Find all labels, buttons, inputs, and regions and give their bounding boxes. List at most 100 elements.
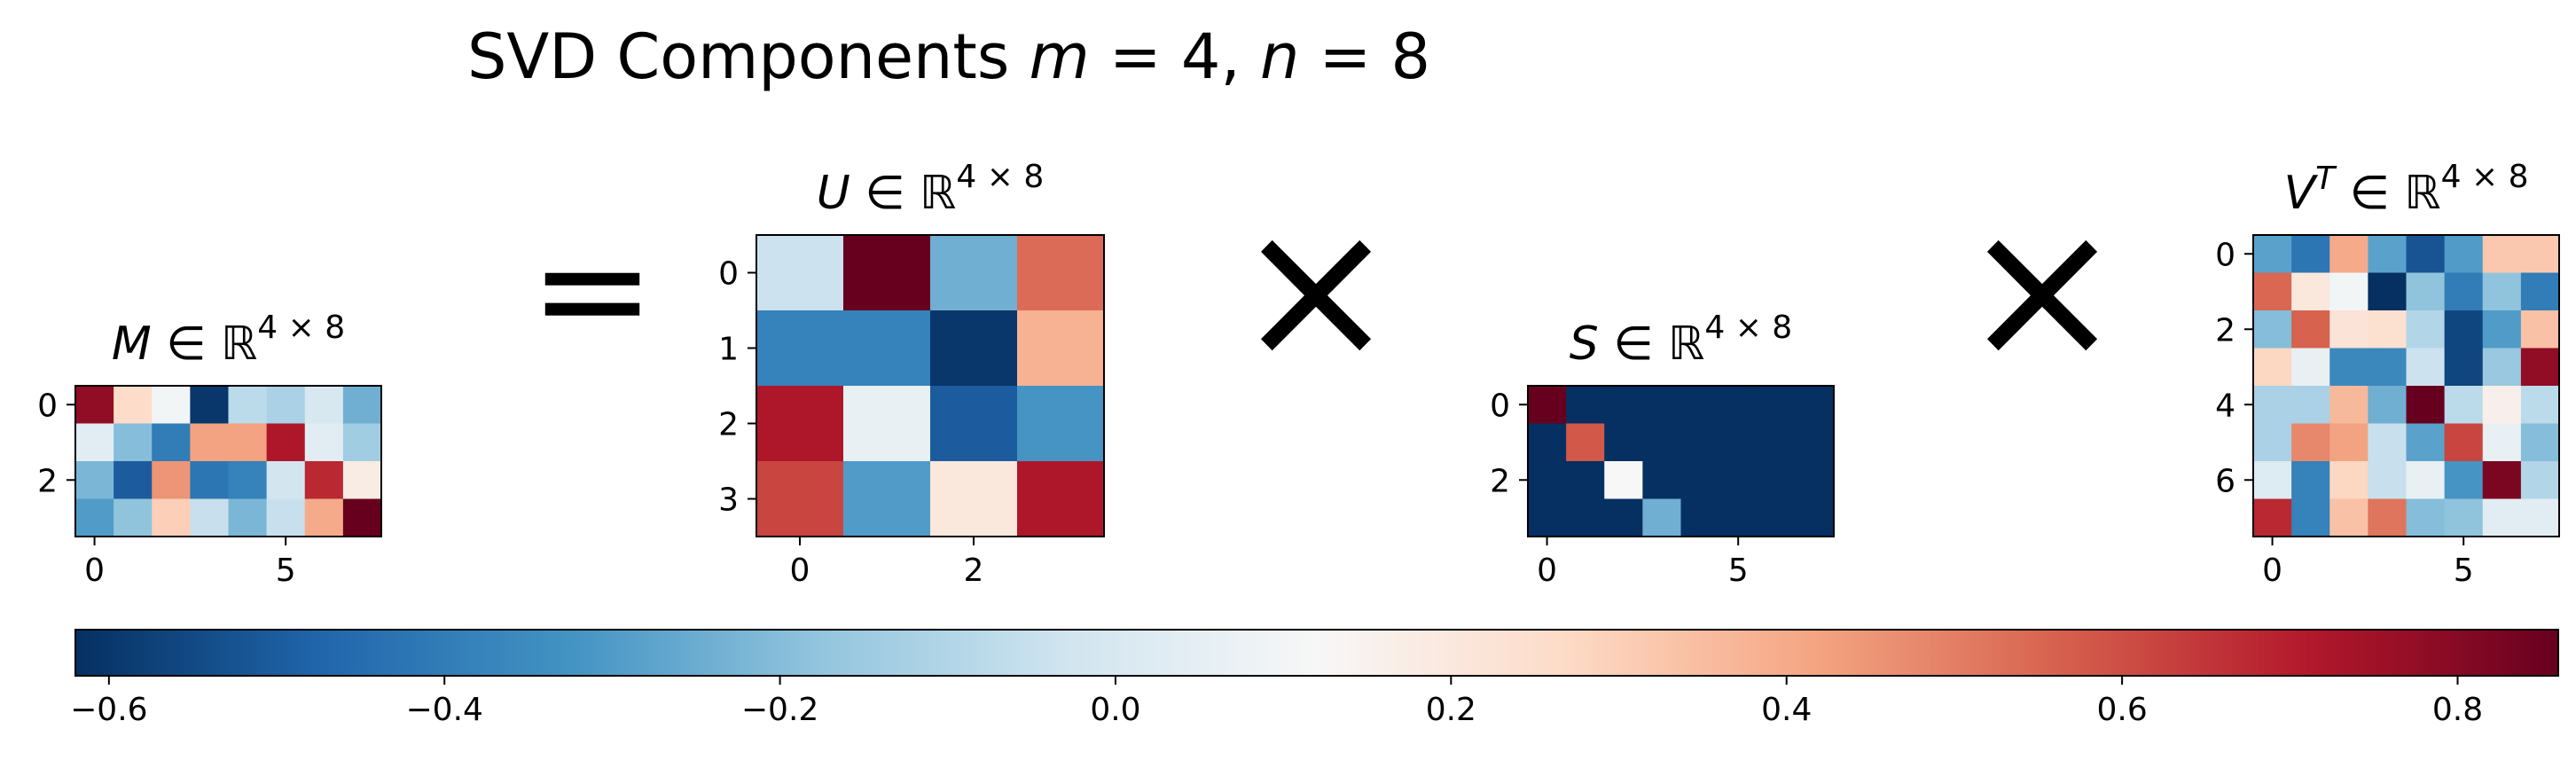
colorbar-tick-label-7: 0.8 bbox=[2432, 692, 2483, 728]
cell-vt-6-3 bbox=[2368, 461, 2408, 500]
cell-vt-4-4 bbox=[2406, 386, 2446, 425]
cell-vt-0-2 bbox=[2329, 235, 2369, 274]
panel-vt: 0 5 0 2 4 6 VT ∈ ℝ4 × 8 bbox=[2215, 159, 2560, 589]
colorbar-tick-label-1: −0.4 bbox=[406, 692, 483, 728]
cell-vt-5-2 bbox=[2329, 423, 2369, 462]
cell-vt-7-3 bbox=[2368, 498, 2408, 537]
title-m: m bbox=[1030, 20, 1090, 93]
cell-s-0-5 bbox=[1719, 386, 1758, 425]
colorbar-tick-label-6: 0.6 bbox=[2096, 692, 2147, 728]
ytick-label-u-2: 2 bbox=[718, 407, 739, 443]
cell-u-2-0 bbox=[756, 386, 844, 462]
cell-u-3-3 bbox=[1017, 461, 1105, 537]
cell-m-1-5 bbox=[266, 423, 306, 462]
cell-vt-7-2 bbox=[2329, 498, 2369, 537]
cell-vt-5-4 bbox=[2406, 423, 2446, 462]
multiply-operator-2: × bbox=[1961, 176, 2124, 403]
frame-vt bbox=[2252, 234, 2560, 537]
colorbar-gradient bbox=[74, 629, 2559, 677]
cell-vt-5-5 bbox=[2444, 423, 2484, 462]
cell-vt-1-5 bbox=[2444, 272, 2484, 311]
xtick-label-u-1: 2 bbox=[964, 552, 984, 589]
cell-m-1-6 bbox=[304, 423, 344, 462]
panel-title-m: M ∈ ℝ4 × 8 bbox=[112, 310, 345, 371]
cell-vt-6-6 bbox=[2482, 461, 2522, 500]
ytick-label-s-0: 0 bbox=[1490, 388, 1510, 424]
ytick-label-u-3: 3 bbox=[718, 482, 739, 519]
cell-vt-2-2 bbox=[2329, 310, 2369, 349]
cell-u-0-0 bbox=[756, 235, 844, 311]
colorbar: −0.6 −0.4 −0.2 0.0 0.2 0.4 0.6 0.8 bbox=[70, 629, 2559, 728]
cell-vt-6-7 bbox=[2520, 461, 2560, 500]
cell-u-2-1 bbox=[843, 386, 931, 462]
cell-vt-1-6 bbox=[2482, 272, 2522, 311]
cell-u-3-1 bbox=[843, 461, 931, 537]
cell-m-3-0 bbox=[75, 498, 114, 537]
cell-s-0-7 bbox=[1795, 386, 1835, 425]
cell-u-1-3 bbox=[1017, 310, 1105, 387]
cell-s-1-1 bbox=[1566, 423, 1605, 462]
cell-m-3-1 bbox=[114, 498, 153, 537]
cell-u-2-3 bbox=[1017, 386, 1105, 462]
ytick-label-vt-3: 6 bbox=[2215, 463, 2235, 499]
ytick-label-u-0: 0 bbox=[718, 256, 739, 293]
cell-vt-3-7 bbox=[2520, 348, 2560, 387]
cell-vt-6-1 bbox=[2291, 461, 2330, 500]
frame-s bbox=[1527, 385, 1835, 537]
cell-m-1-7 bbox=[342, 423, 382, 462]
cell-vt-4-5 bbox=[2444, 386, 2484, 425]
cell-vt-0-3 bbox=[2368, 235, 2408, 274]
cell-u-2-2 bbox=[930, 386, 1018, 462]
cell-vt-0-5 bbox=[2444, 235, 2484, 274]
cell-m-2-0 bbox=[75, 461, 114, 500]
xtick-label-m-1: 5 bbox=[276, 552, 296, 589]
cell-m-1-4 bbox=[228, 423, 268, 462]
cell-s-3-0 bbox=[1528, 498, 1567, 537]
cell-vt-5-3 bbox=[2368, 423, 2408, 462]
cell-vt-3-2 bbox=[2329, 348, 2369, 387]
cell-u-0-2 bbox=[930, 235, 1018, 311]
colorbar-tick-label-0: −0.6 bbox=[70, 692, 147, 728]
figure-title: SVD Components m = 4, n = 8 bbox=[467, 20, 1430, 93]
cell-vt-0-6 bbox=[2482, 235, 2522, 274]
cell-vt-0-7 bbox=[2520, 235, 2560, 274]
colorbar-tick-label-5: 0.4 bbox=[1761, 692, 1812, 728]
cell-m-0-2 bbox=[152, 386, 191, 425]
cell-m-2-4 bbox=[228, 461, 268, 500]
cell-vt-2-5 bbox=[2444, 310, 2484, 349]
cell-s-2-7 bbox=[1795, 461, 1835, 500]
cell-s-0-4 bbox=[1680, 386, 1720, 425]
cell-s-0-0 bbox=[1528, 386, 1567, 425]
cell-s-2-2 bbox=[1604, 461, 1643, 500]
equals-operator: = bbox=[529, 202, 655, 378]
cell-s-2-1 bbox=[1566, 461, 1605, 500]
cell-u-1-0 bbox=[756, 310, 844, 387]
xtick-label-s-0: 0 bbox=[1537, 552, 1557, 589]
cell-m-2-3 bbox=[190, 461, 230, 500]
cell-m-2-2 bbox=[152, 461, 191, 500]
ytick-label-vt-0: 0 bbox=[2215, 237, 2235, 273]
cell-u-1-1 bbox=[843, 310, 931, 387]
cell-vt-2-7 bbox=[2520, 310, 2560, 349]
cell-s-1-7 bbox=[1795, 423, 1835, 462]
cell-m-2-1 bbox=[114, 461, 153, 500]
cell-s-2-5 bbox=[1719, 461, 1758, 500]
cell-m-3-3 bbox=[190, 498, 230, 537]
cell-vt-4-7 bbox=[2520, 386, 2560, 425]
cell-vt-5-7 bbox=[2520, 423, 2560, 462]
cell-s-1-3 bbox=[1642, 423, 1682, 462]
cell-s-2-6 bbox=[1757, 461, 1797, 500]
cell-vt-7-1 bbox=[2291, 498, 2330, 537]
cell-s-3-2 bbox=[1604, 498, 1643, 537]
title-eq2: = 8 bbox=[1299, 20, 1430, 93]
cell-vt-7-6 bbox=[2482, 498, 2522, 537]
cell-s-1-6 bbox=[1757, 423, 1797, 462]
cell-vt-7-0 bbox=[2253, 498, 2292, 537]
cell-vt-1-2 bbox=[2329, 272, 2369, 311]
cell-m-3-6 bbox=[304, 498, 344, 537]
cell-vt-1-7 bbox=[2520, 272, 2560, 311]
cell-u-3-0 bbox=[756, 461, 844, 537]
panel-m: 0 5 0 2 M ∈ ℝ4 × 8 bbox=[37, 310, 382, 589]
cell-vt-6-2 bbox=[2329, 461, 2369, 500]
cell-m-3-7 bbox=[342, 498, 382, 537]
